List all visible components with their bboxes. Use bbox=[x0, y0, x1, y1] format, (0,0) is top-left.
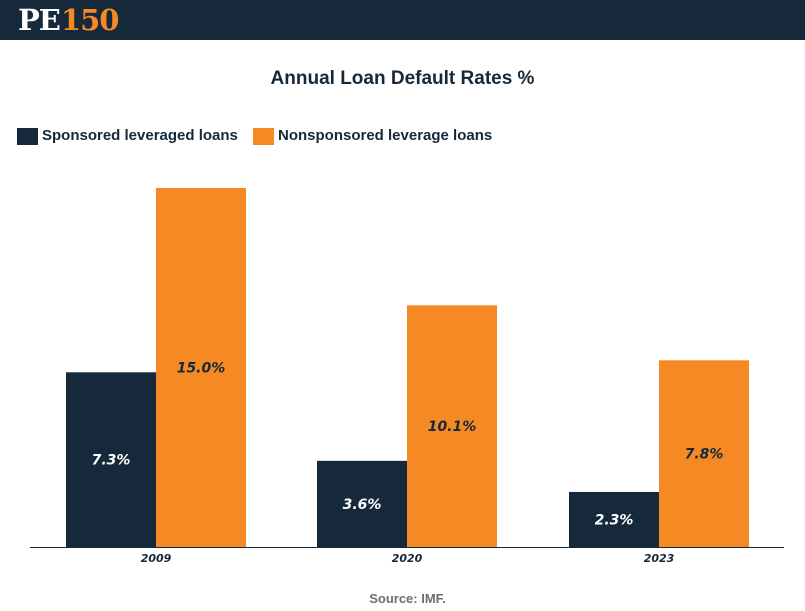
bar-2023-nonsponsored bbox=[659, 360, 749, 547]
data-label-2020-sponsored: 3.6% bbox=[343, 497, 382, 513]
source-note: Source: IMF. bbox=[369, 591, 446, 606]
data-label-2020-nonsponsored: 10.1% bbox=[428, 419, 477, 435]
logo-text-150: 150 bbox=[60, 3, 120, 37]
header-bar: PE150 bbox=[0, 0, 805, 40]
bar-2009-sponsored bbox=[66, 372, 156, 547]
logo-text-pe: PE bbox=[18, 3, 61, 37]
legend-swatch-nonsponsored bbox=[253, 128, 274, 145]
chart-title: Annual Loan Default Rates % bbox=[270, 68, 535, 89]
data-label-2023-sponsored: 2.3% bbox=[595, 512, 634, 528]
legend-label-sponsored: Sponsored leveraged loans bbox=[42, 127, 238, 144]
legend-label-nonsponsored: Nonsponsored leverage loans bbox=[278, 127, 493, 144]
bar-2023-sponsored bbox=[569, 491, 659, 547]
x-tick-label-2023: 2023 bbox=[644, 552, 675, 565]
x-tick-label-2020: 2020 bbox=[392, 552, 423, 565]
data-label-2009-nonsponsored: 15.0% bbox=[177, 361, 226, 377]
data-label-2023-nonsponsored: 7.8% bbox=[685, 447, 724, 463]
pe150-logo: PE150 bbox=[18, 2, 120, 38]
legend-swatch-sponsored bbox=[17, 128, 38, 145]
data-label-2009-sponsored: 7.3% bbox=[92, 453, 131, 469]
bar-2020-sponsored bbox=[317, 460, 407, 547]
bar-2009-nonsponsored bbox=[156, 188, 246, 547]
x-tick-label-2009: 2009 bbox=[141, 552, 172, 565]
bar-2020-nonsponsored bbox=[407, 305, 497, 547]
